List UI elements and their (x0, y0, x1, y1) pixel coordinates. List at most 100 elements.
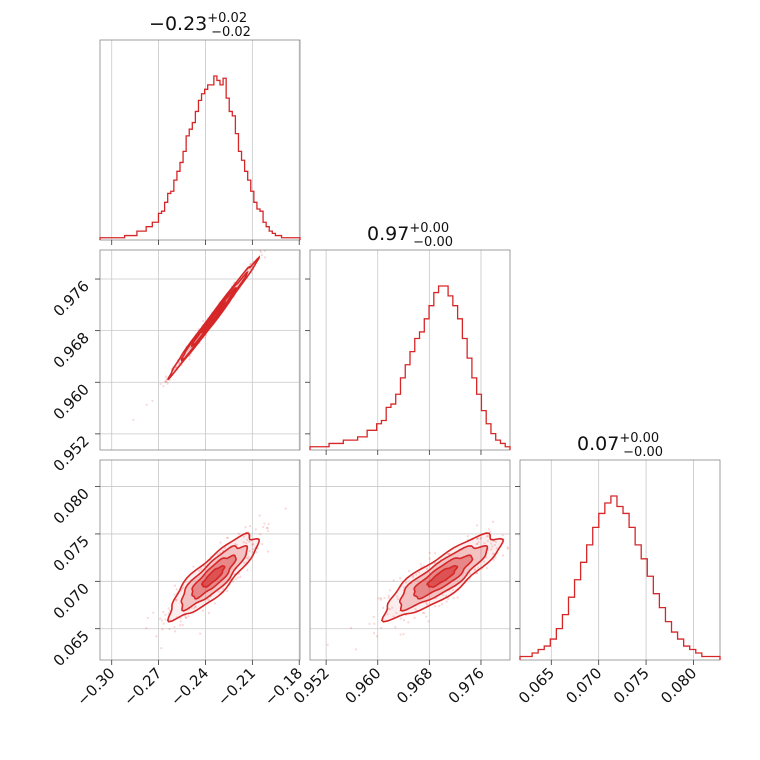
xtick-label-1-2: 0.968 (393, 664, 436, 707)
pair-panel-1-2-frame (309, 459, 511, 661)
pair-panel-0-2-point (164, 618, 167, 621)
hist-panel-2-grid (550, 460, 694, 660)
ytick-label-1-0: 0.952 (50, 432, 93, 475)
pair-panel-1-2-point (425, 567, 428, 570)
xtick-label-2-2: 0.075 (610, 664, 653, 707)
pair-panel-0-1-point (263, 250, 266, 252)
pair-panel-0-1-point (248, 263, 252, 266)
pair-panel-1-2-point (399, 633, 402, 636)
pair-panel-0-2-point (192, 607, 196, 610)
ytick-label-1-2: 0.968 (50, 329, 93, 372)
pair-panel-1-2-point (479, 537, 482, 540)
pair-panel-0-1-point (163, 380, 167, 383)
pair-panel-1-2-point (387, 594, 390, 597)
pair-panel-1-2-point (354, 648, 358, 651)
pair-panel-0-1-point (188, 355, 191, 358)
pair-panel-0-2-point (173, 626, 176, 629)
pair-panel-0-2-point (251, 543, 254, 546)
pair-panel-0-2-point (242, 535, 246, 538)
pair-panel-0-2-point (184, 616, 187, 619)
hist-panel-1-title: 0.97+0.00 −0.00 (367, 221, 453, 250)
pair-panel-1-2-point (417, 571, 421, 574)
pair-panel-0-2-point (266, 529, 270, 533)
pair-panel-1-2-point (447, 597, 450, 600)
pair-panel-0-2-point (162, 610, 165, 614)
pair-panel-1-2-point (414, 608, 417, 611)
pair-panel-1-2-point (407, 569, 411, 573)
pair-panel-0-2-point (239, 575, 242, 578)
hist-panel-0-grid (111, 40, 300, 240)
pair-panel-1-2-point (506, 547, 509, 550)
pair-panel-0-2-point (179, 620, 182, 623)
pair-panel-0-2-point (168, 627, 171, 631)
pair-panel-0-2-point (217, 590, 220, 593)
pair-panel-0-1-point (132, 418, 135, 421)
pair-panel-1-2-point (476, 524, 479, 527)
xtick-label-1-3: 0.976 (445, 664, 488, 707)
pair-panel-1-2-point (476, 566, 479, 569)
pair-panel-1-2-point (388, 589, 392, 592)
pair-panel-1-2-point (403, 586, 406, 589)
pair-panel-0-2-point (192, 565, 195, 568)
pair-panel-1-2-point (521, 539, 523, 541)
pair-panel-0-2-point (164, 613, 167, 616)
pair-panel-0-2-point (184, 614, 187, 618)
pair-panel-1-2-point (392, 579, 395, 582)
pair-panel-0-1-point (249, 262, 252, 265)
pair-panel-0-2-point (252, 547, 255, 551)
pair-panel-0-2-point (259, 533, 262, 536)
hist-1-steps (309, 285, 511, 450)
pair-panel-0-2-point (221, 587, 225, 590)
pair-panel-1-2-point (485, 567, 489, 570)
ytick-label-2-0: 0.065 (50, 627, 93, 670)
pair-panel-1-2-point (483, 542, 486, 545)
xtick-label-0-1: −0.27 (120, 664, 165, 709)
hist-2-steps (519, 495, 721, 660)
pair-panel-0-2-point (225, 536, 229, 540)
pair-panel-0-2-point (181, 623, 184, 627)
pair-panel-0-2-point (254, 528, 257, 531)
pair-panel-1-2-point (477, 541, 480, 544)
pair-panel-0-1-point (164, 380, 168, 383)
pair-panel-0-2-point (216, 553, 219, 556)
pair-panel-1-2-point (474, 568, 477, 571)
pair-panel-0-1-point (159, 382, 162, 386)
pair-panel-0-2 (99, 459, 301, 661)
pair-panel-1-2-point (407, 621, 410, 624)
pair-panel-1-2-point (373, 622, 376, 625)
pair-panel-0-2-point (146, 616, 149, 620)
pair-panel-0-2-point (187, 615, 190, 618)
pair-panel-0-1-point (151, 399, 154, 402)
pair-panel-1-2-point (475, 537, 479, 540)
pair-panel-1-2-point (379, 598, 382, 601)
pair-panel-0-2-point (255, 550, 258, 554)
pair-panel-1-2-point (415, 573, 418, 576)
ytick-label-1-3: 0.976 (50, 277, 93, 320)
pair-panel-1-2-point (349, 626, 352, 629)
pair-panel-0-1-data (132, 240, 277, 421)
pair-panel-0-1-point (164, 375, 167, 378)
pair-panel-1-2-point (485, 556, 488, 559)
pair-panel-1-2-point (468, 572, 471, 576)
pair-panel-1-2-point (379, 597, 382, 600)
pair-panel-1-2-point (413, 616, 416, 619)
pair-panel-1-2-point (487, 534, 490, 538)
pair-panel-0-1-point (263, 256, 267, 259)
pair-panel-0-2-point (258, 514, 261, 517)
pair-panel-1-2-point (452, 597, 455, 600)
pair-panel-0-2-point (247, 558, 250, 561)
pair-panel-0-2-point (234, 577, 238, 581)
pair-panel-1-2-point (525, 528, 527, 530)
pair-panel-0-1-point (275, 240, 277, 242)
pair-panel-1-2-point (395, 611, 398, 615)
pair-panel-0-2-point (175, 588, 178, 591)
pair-panel-0-2-point (179, 617, 182, 620)
pair-panel-1-2-point (433, 552, 437, 555)
hist-panel-1-frame (309, 249, 511, 451)
pair-panel-0-2-frame (99, 459, 301, 661)
pair-panel-0-1-point (165, 378, 168, 382)
pair-panel-1-2-point (494, 556, 497, 559)
pair-panel-1-2-point (495, 547, 498, 550)
pair-panel-0-2-point (226, 536, 230, 539)
